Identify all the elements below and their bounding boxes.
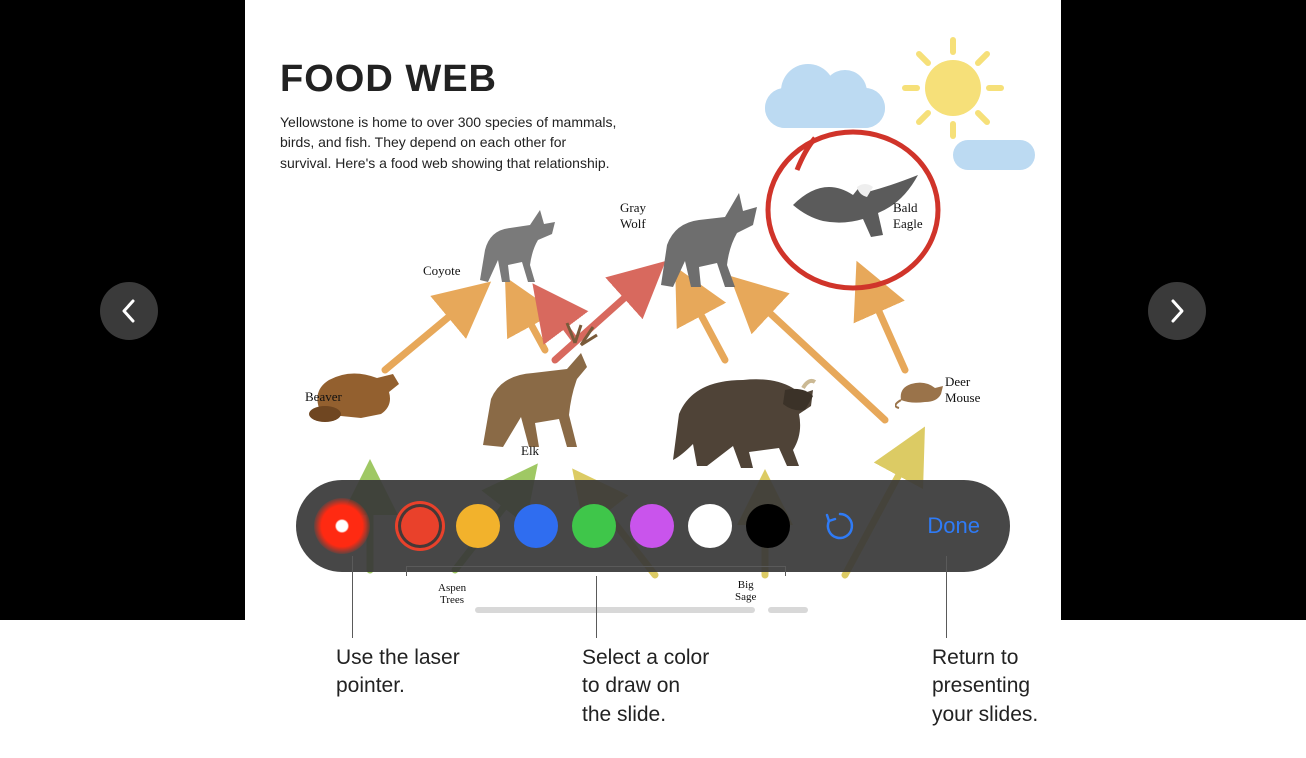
chevron-left-icon: [118, 297, 140, 325]
callout-line: [352, 556, 353, 638]
callout-line: [406, 566, 786, 576]
label-deermouse: Deer Mouse: [945, 374, 980, 406]
previous-slide-button[interactable]: [100, 282, 158, 340]
color-swatch-blue[interactable]: [514, 504, 558, 548]
callout-colors: Select a color to draw on the slide.: [582, 644, 709, 729]
color-swatch-red[interactable]: [401, 507, 439, 545]
undo-button[interactable]: [818, 504, 862, 548]
done-button[interactable]: Done: [927, 513, 988, 539]
callout-line: [946, 556, 947, 638]
label-aspen: Aspen Trees: [438, 582, 466, 606]
chevron-right-icon: [1166, 297, 1188, 325]
label-graywolf: Gray Wolf: [620, 200, 646, 232]
callout-line: [596, 576, 597, 638]
drawing-toolbar: Done: [296, 480, 1010, 572]
label-elk: Elk: [521, 443, 539, 459]
label-baldeagle: Bald Eagle: [893, 200, 923, 232]
callout-laser: Use the laser pointer.: [336, 644, 460, 701]
scrubber-segment[interactable]: [475, 607, 755, 613]
color-swatches: [398, 504, 790, 548]
scrubber-segment[interactable]: [768, 607, 808, 613]
label-coyote: Coyote: [423, 263, 461, 279]
callout-done: Return to presenting your slides.: [932, 644, 1038, 729]
presentation-area: FOOD WEB Yellowstone is home to over 300…: [0, 0, 1306, 620]
laser-pointer-button[interactable]: [314, 498, 370, 554]
color-swatch-green[interactable]: [572, 504, 616, 548]
label-sage: Big Sage: [735, 579, 756, 603]
label-beaver: Beaver: [305, 389, 342, 405]
color-swatch-white[interactable]: [688, 504, 732, 548]
undo-icon: [823, 509, 857, 543]
color-swatch-black[interactable]: [746, 504, 790, 548]
color-swatch-purple[interactable]: [630, 504, 674, 548]
next-slide-button[interactable]: [1148, 282, 1206, 340]
color-swatch-yellow[interactable]: [456, 504, 500, 548]
